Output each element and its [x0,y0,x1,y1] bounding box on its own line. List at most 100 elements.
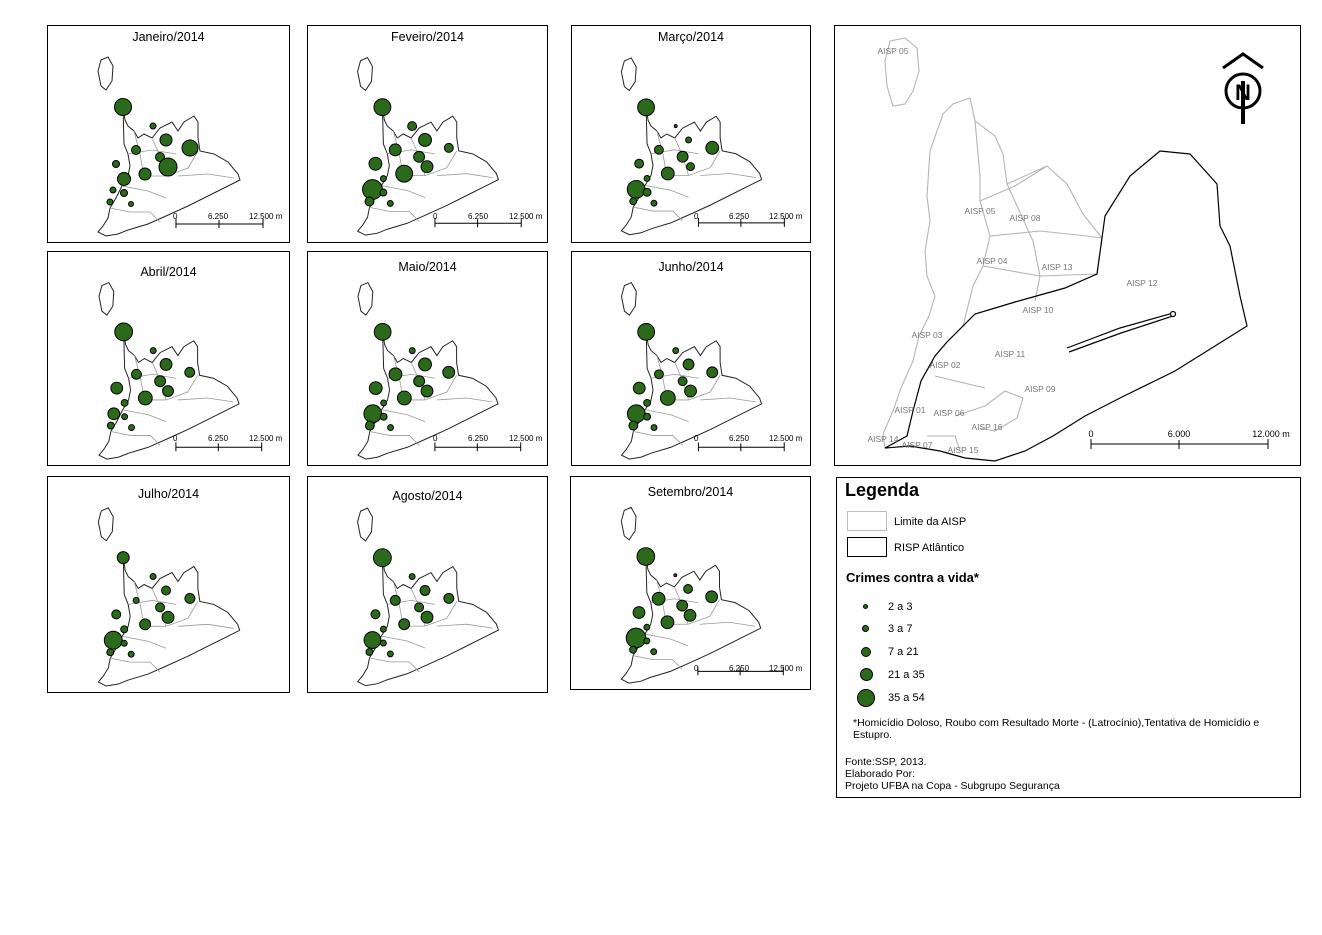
limite-aisp-swatch [847,511,887,531]
crime-dot [683,609,697,622]
aisp-lines [110,355,234,446]
crime-dot [637,323,656,341]
overview-labels: AISP 05 AISP 05 AISP 08 AISP 04 AISP 13 AISP … [867,46,1157,455]
crime-dot [653,144,664,155]
crime-dot [418,133,432,147]
crime-dot [626,179,646,199]
overview-map-panel: AISP 05 AISP 05 AISP 08 AISP 04 AISP 13 AISP … [834,25,1301,466]
crime-dot [368,381,383,396]
map-panel-maio: Maio/2014 0 6.250 12.500 m [307,251,548,466]
crime-dot [379,188,388,197]
crime-dot [643,412,652,421]
crime-dot [364,196,375,207]
crime-dot [364,420,375,431]
legend-class-label: 21 a 35 [888,669,925,681]
crime-dot [673,573,678,578]
scale-tick-mid: 6.250 [729,212,750,221]
scale-tick-0: 0 [694,212,699,221]
crime-dot [106,648,115,657]
crime-dot [362,179,383,200]
risp-outline [97,507,241,687]
scale-tick-0: 0 [694,664,699,673]
region-label: AISP 04 [976,256,1007,266]
legend-title: Legenda [845,480,920,500]
crime-dot [420,160,434,174]
crime-dot [386,650,394,658]
region-label: AISP 16 [971,422,1002,432]
crime-dot [650,424,658,432]
crime-dot [395,164,414,183]
scale-tick-end: 12.500 m [769,212,803,221]
crime-dot [626,404,646,424]
scale-tick-mid: 6.250 [468,434,489,443]
scale-tick-end: 12.500 m [509,212,543,221]
crime-dot [158,157,178,177]
scale-tick-0: 0 [433,434,438,443]
crime-dot [131,368,142,380]
mini-map [98,281,263,460]
map-panel-marco: Março/2014 0 6.250 12.500 m [571,25,811,243]
crime-dot [685,136,692,144]
crime-dot [370,609,381,620]
crime-dot [132,596,140,604]
aisp-lines [369,581,493,673]
mini-map [620,281,785,460]
risp-label: RISP Atlântico [894,542,965,554]
crime-dot [106,421,115,430]
legend-dot-3-7 [862,625,869,632]
crime-dot [162,385,174,397]
overview-scale-tick-0: 0 [1088,429,1093,439]
crime-dot [137,390,153,406]
crime-dot [443,592,455,604]
crime-dot [131,145,141,155]
mini-map [620,506,784,684]
aisp-lines [369,355,493,446]
scale-tick-end: 12.500 m [249,212,283,221]
crime-dot [686,162,695,172]
legend-source: Fonte:SSP, 2013. Elaborado Por: Projeto … [845,756,1060,792]
region-label: AISP 01 [894,405,925,415]
aisp-lines [110,581,234,673]
crime-dot [408,573,416,581]
map-panel-title: Feveiro/2014 [391,30,464,44]
scale-bar-line [697,217,785,227]
crime-dot [413,375,426,388]
crime-dot [120,398,129,407]
north-label: N [1235,80,1251,105]
risp-endpoint [1169,310,1177,318]
crime-dot [442,365,456,379]
region-label: AISP 05 [964,206,995,216]
risp-outline [357,281,499,460]
scale-tick-mid: 6.250 [208,212,229,221]
crime-dot [120,625,129,634]
mini-map [357,281,522,460]
overview-scale-bar: 0 6.000 12.000 m [1088,429,1290,449]
map-panel-title: Junho/2014 [658,260,724,274]
region-label: AISP 09 [1024,384,1055,394]
crime-dot [386,199,394,207]
scale-bar-line [434,442,522,452]
crime-dot [628,420,639,431]
north-arrow-icon: N [1222,52,1264,124]
crime-dot [672,347,680,355]
scale-tick-end: 12.500 m [249,434,283,443]
crime-dot [388,367,403,382]
scale-bar-line [434,218,522,228]
crime-dot [155,602,166,613]
risp-outline [620,57,763,236]
crime-dot [109,186,117,194]
mini-map [356,57,522,236]
aisp-boundaries [882,37,1103,452]
crime-dot [368,156,383,171]
crime-dot [629,645,638,654]
crime-dot [373,98,392,117]
crime-dot [643,175,651,182]
crime-dot [114,322,134,342]
overview-scale-tick-end: 12.000 m [1252,429,1290,439]
map-panel-title: Julho/2014 [137,487,200,501]
map-panel-setembro: Setembro/2014 0 6.250 12.500 m [570,476,811,690]
crime-dot [396,390,412,406]
crime-dot [379,639,387,647]
crime-dot [676,599,689,612]
risp-outline [97,56,241,237]
